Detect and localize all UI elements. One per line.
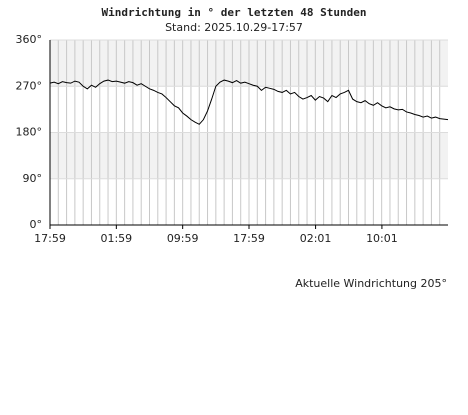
x-tick-label: 17:59	[233, 232, 265, 245]
x-tick-label: 10:01	[366, 232, 398, 245]
x-tick-label: 01:59	[100, 232, 132, 245]
chart-subtitle: Stand: 2025.10.29-17:57	[165, 21, 303, 34]
chart-title: Windrichtung in ° der letzten 48 Stunden	[102, 6, 367, 19]
y-tick-label: 90°	[23, 172, 43, 185]
x-tick-label: 02:01	[300, 232, 332, 245]
y-tick-label: 180°	[16, 126, 43, 139]
data-line	[49, 79, 449, 125]
y-tick-label: 360°	[16, 33, 43, 46]
y-tick-label: 270°	[16, 79, 43, 92]
x-tick-label: 17:59	[34, 232, 66, 245]
x-tick-label: 09:59	[167, 232, 199, 245]
y-tick-label: 0°	[30, 218, 43, 231]
annotation: Aktuelle Windrichtung 205°	[295, 277, 447, 290]
